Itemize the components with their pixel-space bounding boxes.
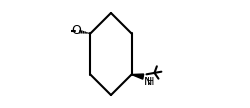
- Text: O: O: [71, 24, 81, 37]
- Text: N: N: [144, 77, 152, 87]
- Text: H: H: [147, 77, 154, 87]
- Polygon shape: [132, 74, 144, 79]
